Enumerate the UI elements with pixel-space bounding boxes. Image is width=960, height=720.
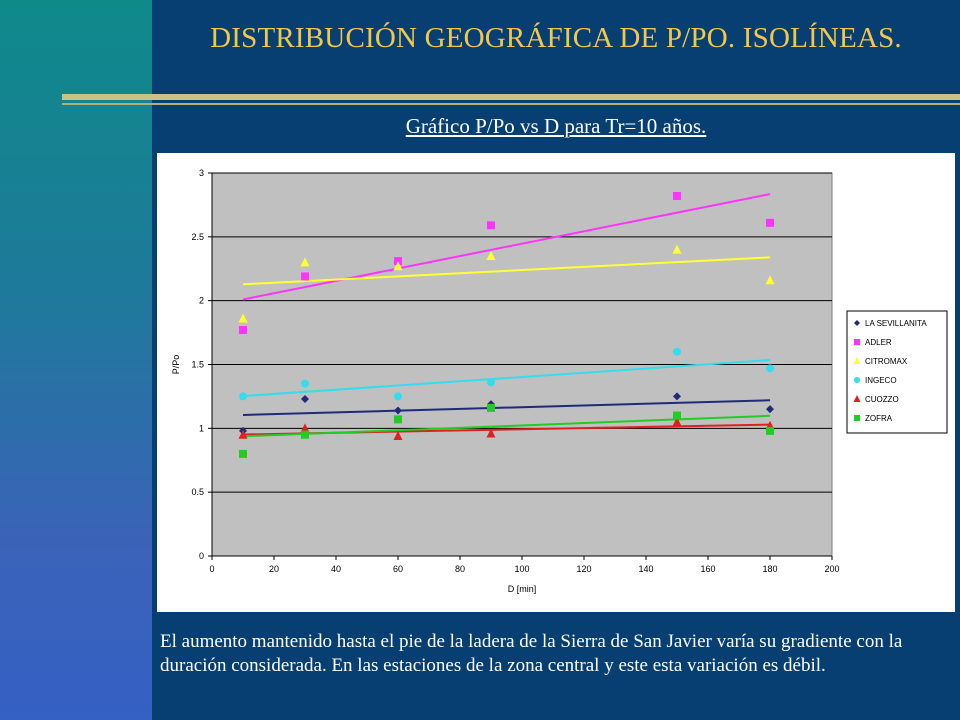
legend-label: INGECO bbox=[865, 376, 897, 385]
x-tick-label: 0 bbox=[209, 564, 214, 574]
data-point bbox=[239, 449, 247, 458]
trendline bbox=[242, 193, 771, 301]
data-point bbox=[301, 430, 309, 439]
title-divider-thin bbox=[62, 103, 960, 105]
x-tick-label: 80 bbox=[455, 564, 465, 574]
data-point bbox=[239, 326, 247, 335]
data-point bbox=[301, 272, 309, 281]
data-point bbox=[673, 411, 681, 420]
legend-marker bbox=[853, 357, 861, 364]
legend-label: CUOZZO bbox=[865, 395, 899, 404]
data-point bbox=[672, 244, 682, 254]
data-point bbox=[394, 392, 402, 401]
trendline bbox=[242, 359, 771, 398]
legend-marker bbox=[854, 377, 860, 383]
legend-marker bbox=[854, 415, 860, 421]
legend-label: LA SEVILLANITA bbox=[865, 319, 927, 328]
data-point bbox=[238, 313, 248, 323]
data-point bbox=[486, 428, 496, 438]
data-point bbox=[766, 426, 774, 435]
y-tick-label: 1 bbox=[199, 423, 204, 433]
slide-caption: El aumento mantenido hasta el pie de la … bbox=[160, 631, 903, 676]
x-axis-title: D [min] bbox=[508, 584, 537, 594]
data-point bbox=[673, 392, 681, 401]
data-point bbox=[394, 257, 402, 266]
x-tick-label: 120 bbox=[576, 564, 591, 574]
data-point bbox=[487, 378, 495, 387]
legend-marker bbox=[854, 320, 860, 326]
chart-container: 0 0.5 1 1.5 2 2.5 3 0 20 40 60 80 100 120 140 160 180 200… bbox=[157, 153, 955, 612]
x-tick-label: 40 bbox=[331, 564, 341, 574]
data-point bbox=[301, 394, 309, 403]
slide-title: DISTRIBUCIÓN GEOGRÁFICA DE P/PO. ISOLÍNE… bbox=[210, 22, 902, 54]
data-point bbox=[393, 430, 403, 440]
data-point bbox=[673, 191, 681, 200]
y-tick-label: 2.5 bbox=[191, 232, 204, 242]
data-point bbox=[301, 379, 309, 388]
x-tick-label: 200 bbox=[824, 564, 839, 574]
y-tick-label: 0.5 bbox=[191, 487, 204, 497]
data-point bbox=[394, 415, 402, 424]
scatter-chart: 0 0.5 1 1.5 2 2.5 3 0 20 40 60 80 100 120 140 160 180 200… bbox=[171, 168, 948, 594]
trendline bbox=[242, 399, 771, 416]
data-point bbox=[487, 221, 495, 230]
data-point bbox=[393, 261, 403, 271]
x-tick-label: 160 bbox=[700, 564, 715, 574]
title-divider bbox=[62, 94, 960, 100]
trendline bbox=[242, 414, 771, 438]
y-axis-title: P/Po bbox=[171, 355, 181, 375]
data-point bbox=[765, 275, 775, 285]
data-point bbox=[300, 423, 310, 433]
data-point bbox=[394, 406, 402, 415]
data-point bbox=[766, 364, 774, 373]
legend-marker bbox=[854, 339, 860, 345]
y-tick-label: 3 bbox=[199, 168, 204, 178]
data-point bbox=[300, 257, 310, 267]
legend-box bbox=[846, 310, 948, 434]
legend-label: ADLER bbox=[865, 338, 892, 347]
data-point bbox=[672, 416, 682, 426]
trendline bbox=[242, 256, 771, 286]
x-tick-label: 100 bbox=[514, 564, 529, 574]
legend-label: CITROMAX bbox=[865, 357, 908, 366]
y-tick-label: 0 bbox=[199, 551, 204, 561]
data-point bbox=[239, 392, 247, 401]
x-tick-label: 60 bbox=[393, 564, 403, 574]
data-point bbox=[486, 250, 496, 260]
legend-label: ZOFRA bbox=[865, 414, 893, 423]
x-tick-label: 180 bbox=[762, 564, 777, 574]
data-point bbox=[766, 218, 774, 227]
data-point bbox=[673, 347, 681, 356]
data-point bbox=[238, 429, 248, 439]
y-tick-label: 2 bbox=[199, 296, 204, 306]
chart-heading: Gráfico P/Po vs D para Tr=10 años. bbox=[405, 114, 707, 138]
data-point bbox=[487, 403, 495, 412]
x-tick-label: 20 bbox=[269, 564, 279, 574]
y-tick-label: 1.5 bbox=[191, 360, 204, 370]
x-tick-label: 140 bbox=[638, 564, 653, 574]
left-decorative-strip bbox=[0, 0, 152, 720]
legend-marker bbox=[853, 395, 861, 402]
data-point bbox=[766, 405, 774, 414]
